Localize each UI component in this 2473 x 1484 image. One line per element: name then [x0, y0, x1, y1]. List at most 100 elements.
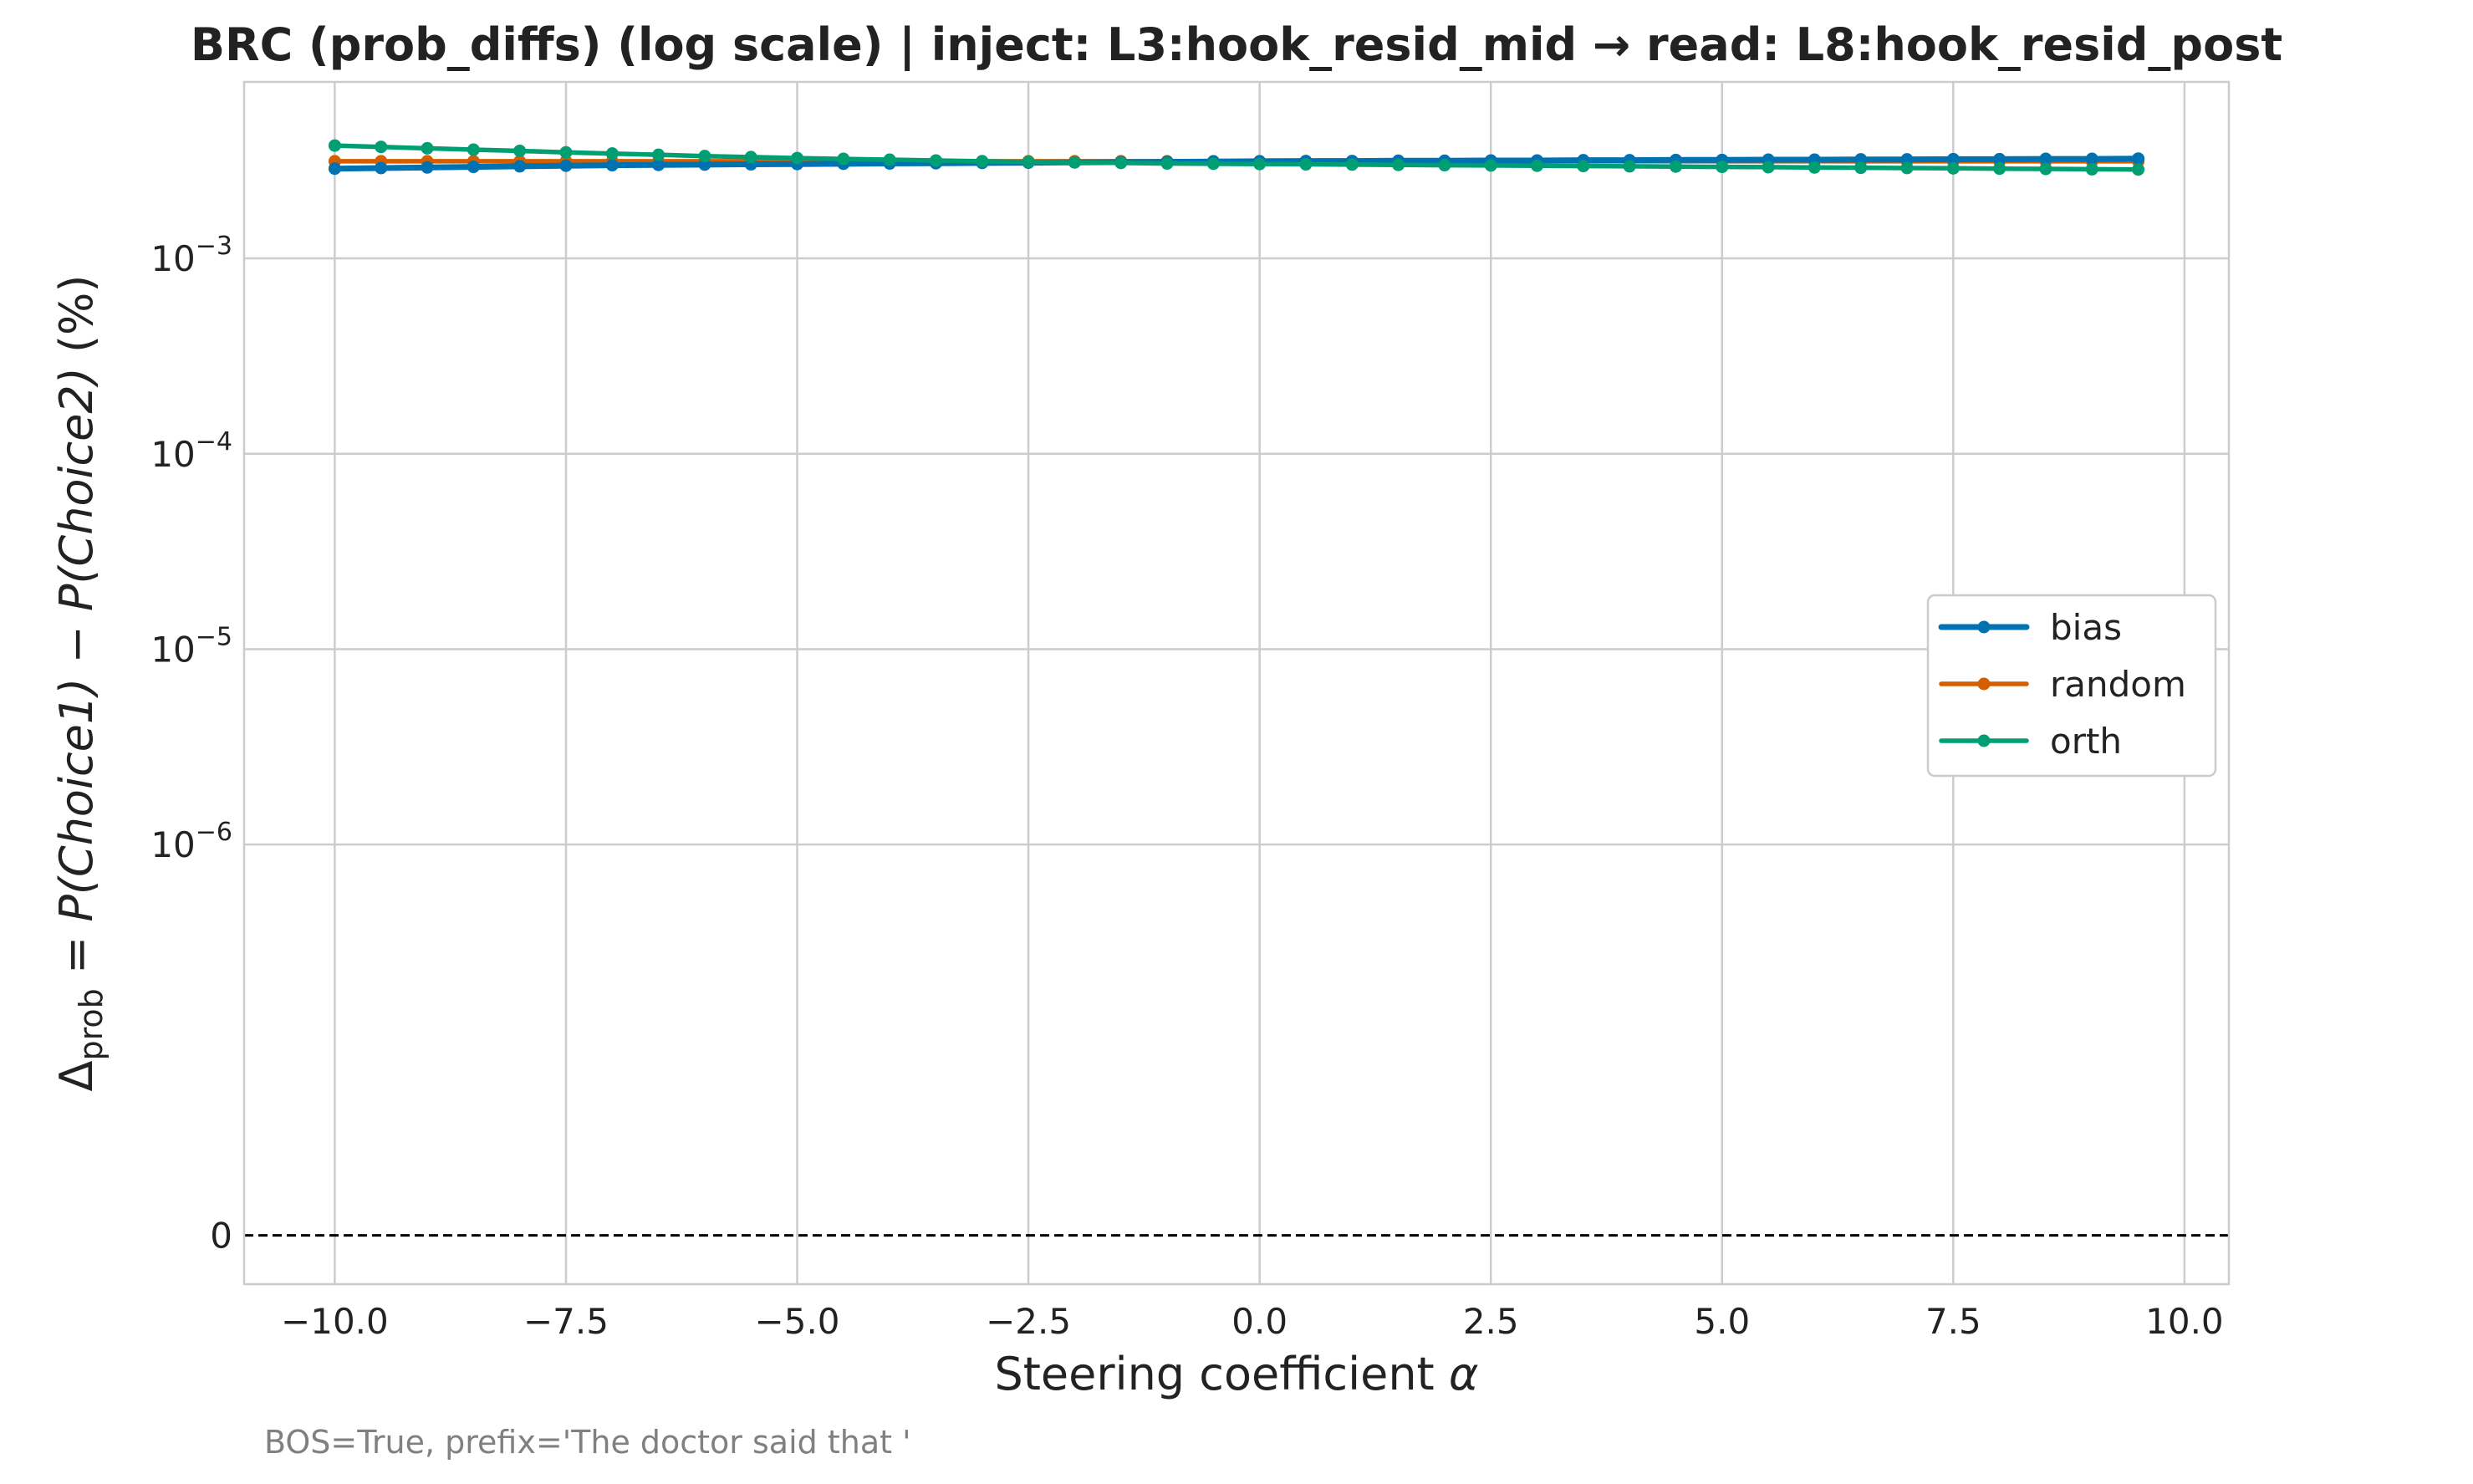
legend-label: random	[2050, 664, 2186, 705]
x-axis-label: Steering coefficient α	[994, 1348, 1478, 1400]
data-point-orth	[1900, 161, 1914, 175]
series-line-orth	[332, 143, 2141, 172]
y-tick-label: 10−6	[150, 818, 232, 865]
y-axis-label-subscript: prob	[73, 988, 110, 1060]
legend-item-bias: bias	[1938, 607, 2122, 648]
y-tick-exponent: −6	[196, 818, 232, 847]
data-point-orth	[1068, 156, 1081, 169]
x-tick-label: 0.0	[1231, 1301, 1287, 1342]
data-point-orth	[1623, 160, 1636, 173]
data-point-bias	[559, 159, 573, 172]
x-tick-label: 2.5	[1463, 1301, 1519, 1342]
data-point-orth	[1253, 157, 1267, 171]
y-tick-exponent: −4	[196, 427, 232, 456]
data-point-orth	[1762, 161, 1775, 174]
data-point-orth	[976, 155, 989, 168]
y-tick-base: 10	[150, 238, 195, 279]
x-tick-label: −2.5	[986, 1301, 1071, 1342]
y-tick-base: 10	[150, 629, 195, 670]
data-point-orth	[883, 153, 896, 166]
data-point-orth	[1808, 161, 1821, 174]
data-point-orth	[328, 139, 341, 152]
series-orth	[328, 139, 2145, 176]
legend: bias random orth	[1926, 594, 2217, 778]
data-point-orth	[1669, 160, 1682, 173]
data-point-orth	[605, 147, 619, 161]
y-axis-label-p2: P	[50, 584, 103, 611]
data-point-bias	[605, 159, 619, 172]
legend-swatch-marker	[1977, 734, 1991, 747]
data-point-orth	[652, 148, 665, 161]
x-tick-label: −7.5	[523, 1301, 609, 1342]
y-tick-base: 10	[150, 434, 195, 475]
y-tick-label: 10−4	[150, 427, 232, 475]
x-tick-label: 5.0	[1694, 1301, 1750, 1342]
data-point-orth	[421, 141, 434, 155]
data-point-bias	[2039, 152, 2052, 166]
y-axis-label-minus: −	[50, 611, 103, 678]
y-axis-label-choice2: (Choice2)	[50, 367, 103, 584]
data-point-orth	[513, 144, 527, 157]
data-point-orth	[929, 154, 942, 167]
plot-frame	[242, 80, 2231, 1286]
data-point-bias	[1946, 152, 1960, 166]
legend-label: bias	[2050, 607, 2122, 648]
data-point-orth	[1484, 159, 1497, 172]
data-point-orth	[1993, 162, 2006, 176]
footnote: BOS=True, prefix='The doctor said that '	[264, 1424, 911, 1461]
data-point-orth	[2039, 162, 2052, 176]
data-point-orth	[1160, 157, 1174, 171]
y-axis-ticks: 010−610−510−410−3	[150, 232, 232, 1257]
data-point-orth	[2085, 162, 2098, 176]
y-tick-base: 0	[210, 1216, 232, 1257]
x-axis-ticks: −10.0 −7.5 −5.0 −2.5 0.0 2.5 5.0 7.5 10.0	[281, 1301, 2224, 1342]
data-point-bias	[2085, 152, 2098, 166]
data-point-bias	[2132, 152, 2145, 166]
data-point-orth	[1299, 158, 1313, 171]
y-tick-base: 10	[150, 824, 195, 865]
y-tick-label: 10−5	[150, 622, 232, 670]
data-point-bias	[1900, 153, 1914, 166]
data-point-orth	[1114, 156, 1128, 170]
chart-title: BRC (prob_diffs) (log scale) | inject: L…	[191, 18, 2282, 71]
data-point-orth	[837, 152, 850, 166]
y-axis-label-p1: P	[50, 895, 103, 922]
data-point-bias	[328, 162, 341, 176]
plot-area	[242, 80, 2231, 1286]
data-point-bias	[421, 161, 434, 174]
data-point-orth	[744, 150, 757, 164]
data-point-bias	[652, 158, 665, 171]
y-axis-label-percent: (%)	[50, 275, 103, 368]
data-point-orth	[1392, 158, 1405, 171]
data-point-bias	[513, 160, 527, 173]
data-point-orth	[467, 143, 480, 156]
x-axis-label-symbol: α	[1449, 1348, 1479, 1400]
legend-frame	[1926, 594, 2217, 778]
data-point-orth	[559, 145, 573, 159]
y-tick-label: 0	[210, 1216, 232, 1257]
series-group	[328, 139, 2145, 176]
data-point-orth	[698, 150, 711, 163]
legend-swatch-marker	[1977, 620, 1991, 634]
legend-items: bias random orth	[1938, 607, 2186, 762]
legend-item-random: random	[1939, 664, 2186, 705]
data-point-orth	[1438, 159, 1451, 172]
data-point-orth	[1716, 161, 1729, 174]
y-tick-exponent: −5	[196, 622, 232, 651]
y-axis-label-choice1: (Choice1)	[50, 678, 103, 895]
data-point-orth	[791, 151, 804, 165]
y-axis-label: Δprob = P(Choice1) − P(Choice2) (%)	[50, 275, 110, 1092]
y-axis-label-delta: Δ	[50, 1060, 103, 1091]
legend-item-orth: orth	[1939, 721, 2122, 762]
y-tick-label: 10−3	[150, 232, 232, 279]
y-tick-exponent: −3	[196, 232, 232, 261]
legend-swatch-marker	[1977, 677, 1991, 691]
x-axis-label-text: Steering coefficient	[994, 1348, 1448, 1400]
data-point-orth	[1854, 161, 1868, 175]
x-tick-label: 10.0	[2145, 1301, 2224, 1342]
data-point-orth	[1206, 157, 1220, 171]
data-point-orth	[1946, 161, 1960, 175]
x-tick-label: 7.5	[1925, 1301, 1981, 1342]
y-axis-label-eq: =	[50, 922, 103, 989]
